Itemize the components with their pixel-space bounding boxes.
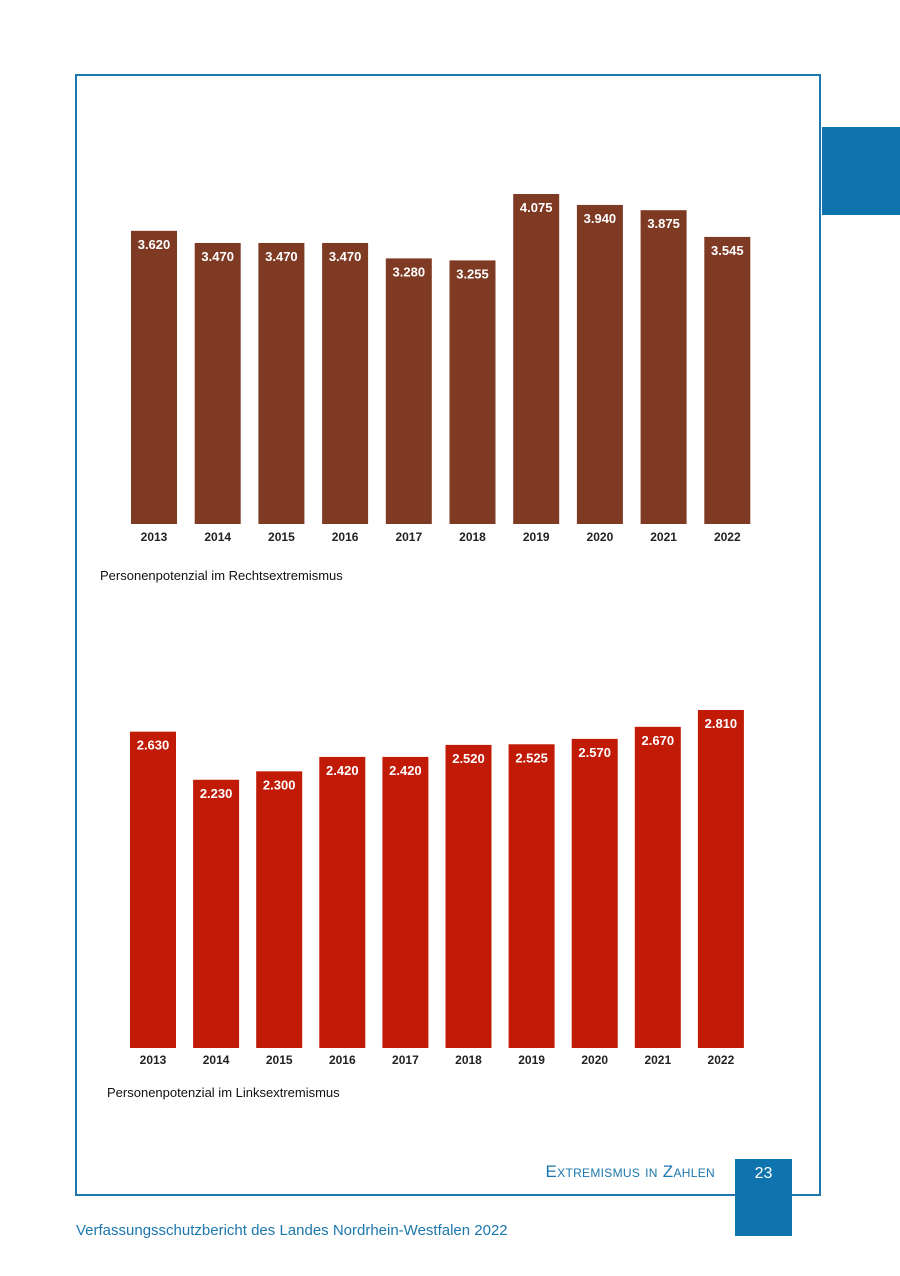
data-label-2016: 3.470 bbox=[329, 249, 362, 264]
x-tick-label-2014: 2014 bbox=[204, 530, 231, 544]
x-tick-label-2014: 2014 bbox=[203, 1053, 230, 1067]
x-tick-label-2018: 2018 bbox=[455, 1053, 482, 1067]
bar-2017 bbox=[382, 756, 429, 1048]
bar-2020 bbox=[571, 738, 618, 1048]
x-tick-label-2020: 2020 bbox=[581, 1053, 608, 1067]
x-tick-label-2015: 2015 bbox=[268, 530, 295, 544]
data-label-2017: 2.420 bbox=[389, 763, 422, 778]
data-label-2015: 2.300 bbox=[263, 777, 296, 792]
data-label-2020: 2.570 bbox=[578, 745, 611, 760]
data-label-2014: 2.230 bbox=[200, 786, 233, 801]
bar-2019 bbox=[513, 194, 560, 524]
data-label-2022: 3.545 bbox=[711, 243, 744, 258]
bar-2015 bbox=[256, 771, 303, 1048]
data-label-2017: 3.280 bbox=[393, 264, 426, 279]
bar-2020 bbox=[576, 204, 623, 525]
x-tick-label-2016: 2016 bbox=[329, 1053, 356, 1067]
data-label-2021: 3.875 bbox=[647, 216, 680, 231]
x-tick-label-2016: 2016 bbox=[332, 530, 359, 544]
data-label-2022: 2.810 bbox=[705, 716, 738, 731]
x-tick-label-2018: 2018 bbox=[459, 530, 486, 544]
footer-text: Verfassungsschutzbericht des Landes Nord… bbox=[76, 1222, 508, 1239]
data-label-2019: 2.525 bbox=[515, 750, 548, 765]
bar-2021 bbox=[640, 210, 687, 524]
x-tick-label-2019: 2019 bbox=[523, 530, 550, 544]
x-tick-label-2021: 2021 bbox=[644, 1053, 671, 1067]
bar-2016 bbox=[319, 756, 366, 1048]
data-label-2018: 3.255 bbox=[456, 266, 489, 281]
bar-2021 bbox=[634, 726, 681, 1048]
data-label-2013: 2.630 bbox=[137, 738, 170, 753]
bar-2014 bbox=[193, 779, 240, 1048]
x-tick-label-2013: 2013 bbox=[140, 1053, 167, 1067]
bar-2022 bbox=[697, 710, 744, 1048]
data-label-2015: 3.470 bbox=[265, 249, 298, 264]
bar-2013 bbox=[130, 731, 176, 1048]
page-number: 23 bbox=[754, 1165, 773, 1182]
x-tick-label-2022: 2022 bbox=[714, 530, 741, 544]
chart-linksextremismus: 2.630 2013 2.230 2014 2.300 2015 2.420 2016 2.42… bbox=[130, 710, 744, 1067]
data-label-2018: 2.520 bbox=[452, 751, 485, 766]
data-label-2021: 2.670 bbox=[642, 733, 675, 748]
x-tick-label-2017: 2017 bbox=[392, 1053, 419, 1067]
x-tick-label-2021: 2021 bbox=[650, 530, 677, 544]
data-label-2020: 3.940 bbox=[584, 211, 617, 226]
bar-2014 bbox=[194, 242, 241, 524]
chart-caption-rechtsextremismus: Personenpotenzial im Rechtsextremismus bbox=[100, 568, 343, 583]
bar-2013 bbox=[131, 230, 177, 524]
x-tick-label-2019: 2019 bbox=[518, 1053, 545, 1067]
chart-caption-linksextremismus: Personenpotenzial im Linksextremismus bbox=[107, 1085, 340, 1100]
bar-2017 bbox=[385, 258, 432, 524]
bar-2015 bbox=[258, 242, 305, 524]
bar-2016 bbox=[322, 242, 369, 524]
page-frame bbox=[75, 74, 821, 1196]
chart-rechtsextremismus: 3.620 2013 3.470 2014 3.470 2015 3.470 2016 3.28… bbox=[131, 194, 751, 544]
bar-2022 bbox=[704, 236, 751, 525]
data-label-2019: 4.075 bbox=[520, 200, 553, 215]
x-tick-label-2017: 2017 bbox=[395, 530, 422, 544]
data-label-2016: 2.420 bbox=[326, 763, 359, 778]
x-tick-label-2013: 2013 bbox=[141, 530, 168, 544]
x-tick-label-2015: 2015 bbox=[266, 1053, 293, 1067]
data-label-2013: 3.620 bbox=[138, 237, 171, 252]
side-tab-marker bbox=[822, 127, 900, 215]
bar-2019 bbox=[508, 744, 555, 1048]
x-tick-label-2022: 2022 bbox=[708, 1053, 735, 1067]
bar-2018 bbox=[445, 744, 492, 1048]
bar-2018 bbox=[449, 260, 496, 524]
page-number-box: 23 bbox=[735, 1159, 792, 1236]
x-tick-label-2020: 2020 bbox=[587, 530, 614, 544]
section-title: Extremismus in Zahlen bbox=[545, 1162, 715, 1181]
data-label-2014: 3.470 bbox=[201, 249, 234, 264]
